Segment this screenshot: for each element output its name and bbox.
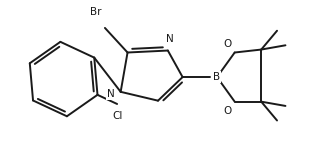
Text: N: N — [166, 34, 174, 44]
Text: O: O — [224, 106, 232, 116]
Text: Br: Br — [90, 7, 102, 17]
Text: Cl: Cl — [112, 111, 122, 121]
Text: N: N — [107, 89, 115, 99]
Text: B: B — [213, 72, 221, 82]
Text: O: O — [224, 39, 232, 49]
